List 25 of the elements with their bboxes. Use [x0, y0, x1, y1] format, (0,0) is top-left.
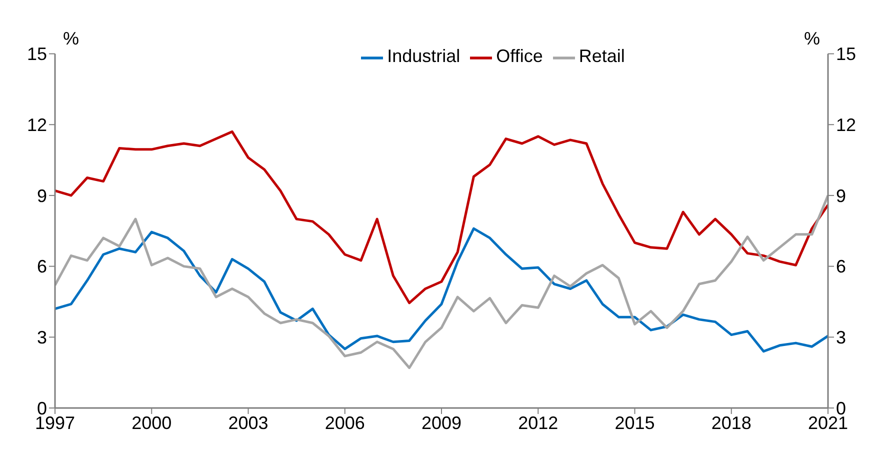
y2-tick-label: 15 [836, 44, 856, 64]
y2-axis-title: % [804, 28, 820, 49]
y-tick-label: 3 [36, 328, 47, 348]
y2-tick-label: 12 [836, 115, 856, 136]
legend-label: Office [496, 46, 543, 66]
y2-tick-label: 3 [836, 328, 846, 348]
y2-tick-label: 6 [836, 256, 846, 277]
line-series [55, 227, 828, 353]
y-tick-label: 15 [26, 44, 47, 64]
x-tick-label: 2003 [228, 412, 268, 433]
x-tick-label: 2012 [518, 412, 558, 433]
y-tick-label: 9 [36, 186, 47, 206]
x-tick-label: 2015 [614, 412, 655, 433]
x-tick-label: 2018 [711, 412, 752, 433]
x-tick-label: 2006 [324, 412, 365, 433]
y2-tick-label: 9 [836, 186, 846, 206]
y-tick-label: 12 [26, 115, 47, 136]
x-tick-label: 2009 [421, 412, 462, 433]
legend-label: Industrial [387, 46, 460, 66]
legend-label: Retail [578, 46, 625, 66]
y-tick-label: 6 [36, 256, 47, 277]
line-series [55, 130, 828, 304]
x-tick-label: 2000 [132, 412, 172, 433]
y-axis-title: % [62, 28, 79, 49]
line-series [55, 194, 828, 370]
